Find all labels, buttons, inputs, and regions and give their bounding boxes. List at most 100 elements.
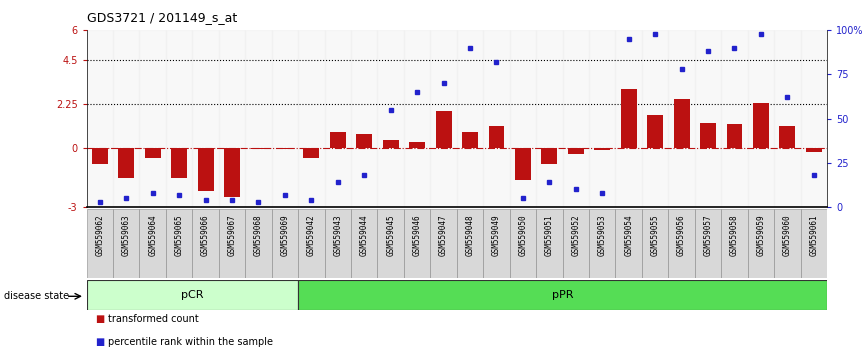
Text: pPR: pPR (552, 290, 573, 300)
Bar (488, 126, 504, 148)
Bar (145, 148, 161, 158)
Bar (430, 209, 457, 278)
Bar (541, 148, 558, 164)
Text: GSM559061: GSM559061 (810, 215, 818, 256)
Bar (351, 30, 378, 207)
Bar (113, 30, 139, 207)
Bar (298, 209, 325, 278)
Bar (747, 209, 774, 278)
Bar (378, 209, 404, 278)
Bar (779, 126, 795, 148)
Bar (303, 148, 320, 158)
Bar (563, 30, 589, 207)
Text: percentile rank within the sample: percentile rank within the sample (108, 337, 274, 347)
Bar (383, 140, 398, 148)
Bar (436, 111, 451, 148)
Text: GSM559049: GSM559049 (492, 215, 501, 256)
Bar (92, 148, 107, 164)
Bar (250, 148, 267, 149)
Bar (192, 209, 219, 278)
Bar (166, 209, 192, 278)
Text: GSM559062: GSM559062 (95, 215, 104, 256)
Bar (806, 148, 822, 152)
Bar (727, 125, 742, 148)
Text: GSM559067: GSM559067 (228, 215, 236, 256)
Bar (87, 209, 113, 278)
Bar (753, 103, 769, 148)
Text: GSM559047: GSM559047 (439, 215, 448, 256)
Bar (774, 209, 800, 278)
Bar (219, 209, 245, 278)
Text: GSM559057: GSM559057 (703, 215, 713, 256)
Text: ■: ■ (95, 337, 105, 347)
Bar (568, 148, 584, 154)
Bar (721, 209, 747, 278)
Bar (510, 30, 536, 207)
Text: GSM559052: GSM559052 (572, 215, 580, 256)
Bar (621, 89, 637, 148)
Bar (325, 209, 351, 278)
Text: GSM559053: GSM559053 (598, 215, 607, 256)
Bar (721, 30, 747, 207)
Text: ■: ■ (95, 314, 105, 324)
Bar (563, 209, 589, 278)
Text: pCR: pCR (181, 290, 204, 300)
Bar (457, 209, 483, 278)
Bar (325, 30, 351, 207)
Bar (616, 30, 642, 207)
Bar (219, 30, 245, 207)
Bar (298, 280, 827, 310)
Text: GSM559051: GSM559051 (545, 215, 554, 256)
Bar (356, 134, 372, 148)
Text: GSM559046: GSM559046 (413, 215, 422, 256)
Bar (139, 30, 166, 207)
Bar (330, 132, 346, 148)
Bar (800, 30, 827, 207)
Text: GSM559050: GSM559050 (519, 215, 527, 256)
Bar (647, 115, 663, 148)
Bar (700, 122, 716, 148)
Bar (192, 30, 219, 207)
Bar (695, 209, 721, 278)
Bar (298, 30, 325, 207)
Bar (166, 30, 192, 207)
Bar (536, 30, 563, 207)
Text: GSM559066: GSM559066 (201, 215, 210, 256)
Bar (669, 209, 695, 278)
Text: GSM559044: GSM559044 (359, 215, 369, 256)
Bar (536, 209, 563, 278)
Bar (594, 148, 611, 150)
Bar (404, 209, 430, 278)
Bar (483, 209, 510, 278)
Bar (277, 148, 293, 149)
Bar (669, 30, 695, 207)
Text: GSM559045: GSM559045 (386, 215, 395, 256)
Text: GSM559065: GSM559065 (175, 215, 184, 256)
Bar (695, 30, 721, 207)
Text: GSM559055: GSM559055 (650, 215, 660, 256)
Bar (87, 30, 113, 207)
Text: transformed count: transformed count (108, 314, 199, 324)
Bar (589, 30, 616, 207)
Bar (510, 209, 536, 278)
Text: GSM559054: GSM559054 (624, 215, 633, 256)
Text: disease state: disease state (4, 291, 69, 301)
Bar (430, 30, 457, 207)
Bar (589, 209, 616, 278)
Bar (197, 148, 214, 192)
Bar (272, 209, 298, 278)
Bar (747, 30, 774, 207)
Bar (351, 209, 378, 278)
Text: GSM559068: GSM559068 (254, 215, 263, 256)
Text: GDS3721 / 201149_s_at: GDS3721 / 201149_s_at (87, 11, 236, 24)
Text: GSM559056: GSM559056 (677, 215, 686, 256)
Bar (457, 30, 483, 207)
Bar (378, 30, 404, 207)
Bar (515, 148, 531, 179)
Text: GSM559042: GSM559042 (307, 215, 316, 256)
Text: GSM559063: GSM559063 (122, 215, 131, 256)
Bar (272, 30, 298, 207)
Bar (245, 209, 272, 278)
Bar (642, 30, 669, 207)
Bar (774, 30, 800, 207)
